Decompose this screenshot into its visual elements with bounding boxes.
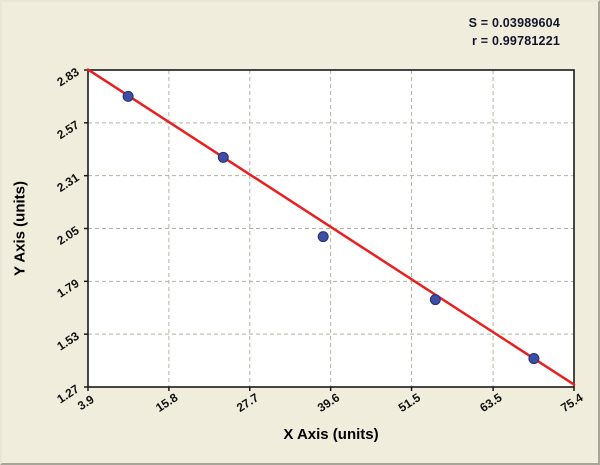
y-tick-label: 2.83 [54,65,81,90]
x-tick-label: 15.8 [153,390,180,415]
x-axis-label: X Axis (units) [283,426,379,443]
data-point [122,90,134,102]
y-axis-label: Y Axis (units) [11,180,29,277]
x-tick-label: 51.5 [396,390,423,415]
y-tick-label: 1.53 [54,329,81,354]
data-point [317,231,329,243]
stat-s: S = 0.03989604 [468,16,560,30]
regression-line [86,68,576,386]
data-point [528,353,540,365]
y-tick-label: 2.31 [54,170,81,195]
y-tick-label: 1.79 [54,276,81,301]
data-point [217,151,229,163]
x-tick-label: 75.4 [558,390,585,415]
y-tick-label: 2.05 [54,223,81,248]
x-tick-label: 39.6 [315,390,342,415]
stats-block: S = 0.03989604 r = 0.99781221 [469,14,560,50]
x-tick-label: 63.5 [477,390,504,415]
data-point [429,294,441,306]
x-tick-label: 27.7 [234,390,261,415]
stat-r: r = 0.99781221 [472,34,560,48]
y-tick-label: 2.57 [54,117,81,142]
